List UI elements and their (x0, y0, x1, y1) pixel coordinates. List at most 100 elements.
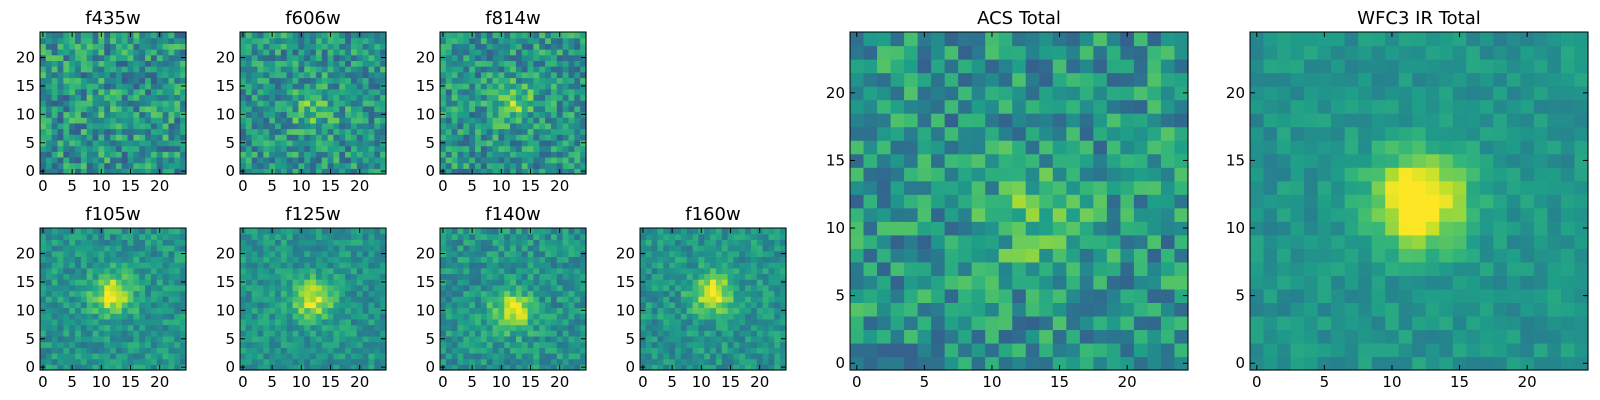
heatmap-cell (63, 307, 70, 314)
heatmap-cell (310, 60, 317, 67)
heatmap-cell (380, 318, 387, 326)
y-tick-label: 0 (425, 358, 435, 376)
heatmap-cell (657, 262, 664, 269)
heatmap-cell (550, 32, 558, 39)
heatmap-cell (333, 60, 340, 67)
heatmap-cell (57, 94, 64, 101)
heatmap-cell (298, 290, 305, 297)
heatmap-cell (57, 318, 64, 326)
heatmap-cell (162, 117, 170, 124)
heatmap-cell (457, 364, 464, 371)
heatmap-cell (286, 49, 294, 56)
heatmap-cell (475, 60, 482, 67)
heatmap-cell (498, 122, 505, 130)
heatmap-cell (877, 180, 892, 195)
heatmap-cell (133, 71, 140, 79)
heatmap-cell (504, 279, 511, 286)
heatmap-cell (327, 267, 335, 275)
heatmap-cell (451, 352, 459, 360)
heatmap-cell (368, 77, 375, 84)
heatmap-cell (121, 352, 129, 360)
heatmap-cell (150, 88, 158, 96)
heatmap-cell (286, 117, 294, 124)
heatmap-cell (156, 43, 164, 50)
heatmap-cell (533, 162, 540, 169)
heatmap-cell (362, 324, 370, 331)
heatmap-cell (998, 275, 1013, 290)
heatmap-cell (657, 239, 664, 246)
heatmap-cell (86, 117, 94, 124)
heatmap-cell (480, 358, 488, 365)
heatmap-cell (445, 273, 453, 280)
heatmap-cell (104, 358, 111, 365)
heatmap-cell (774, 313, 781, 320)
heatmap-cell (1052, 248, 1067, 263)
heatmap-cell (640, 296, 647, 303)
heatmap-cell (574, 335, 581, 343)
heatmap-cell (315, 66, 323, 73)
heatmap-cell (1133, 302, 1149, 317)
heatmap-cell (362, 301, 370, 309)
heatmap-cell (174, 94, 181, 101)
heatmap-cell (133, 151, 140, 158)
heatmap-cell (469, 301, 476, 309)
heatmap-cell (350, 307, 358, 314)
heatmap-cell (121, 330, 129, 337)
heatmap-cell (539, 168, 546, 175)
heatmap-cell (139, 239, 146, 246)
heatmap-cell (92, 279, 99, 286)
heatmap-cell (663, 284, 670, 292)
heatmap-cell (133, 94, 140, 101)
heatmap-cell (451, 364, 459, 371)
heatmap-cell (762, 239, 770, 246)
heatmap-cell (562, 83, 570, 90)
heatmap-cell (327, 100, 335, 107)
heatmap-cell (263, 122, 270, 130)
heatmap-cell (345, 273, 352, 280)
heatmap-cell (269, 324, 276, 331)
heatmap-cell (280, 139, 288, 147)
heatmap-cell (45, 134, 53, 141)
heatmap-cell (145, 290, 152, 297)
heatmap-cell (156, 83, 164, 90)
heatmap-cell (327, 301, 335, 309)
heatmap-cell (651, 335, 659, 343)
heatmap-cell (180, 313, 187, 320)
heatmap-cell (86, 233, 94, 240)
heatmap-cell (133, 279, 140, 286)
heatmap-cell (380, 134, 387, 141)
heatmap-cell (756, 290, 764, 297)
heatmap-cell (574, 273, 581, 280)
heatmap-cell (917, 194, 932, 209)
heatmap-cell (110, 145, 117, 152)
heatmap-cell (445, 139, 453, 147)
heatmap-cell (568, 352, 575, 360)
heatmap-cell (469, 324, 476, 331)
heatmap-cell (362, 145, 370, 152)
heatmap-cell (515, 49, 523, 56)
heatmap-cell (539, 324, 546, 331)
heatmap-cell (451, 335, 459, 343)
heatmap-cell (104, 134, 111, 141)
heatmap-cell (104, 117, 111, 124)
heatmap-cell (527, 352, 535, 360)
heatmap-cell (745, 279, 752, 286)
heatmap-cell (675, 239, 682, 246)
heatmap-cell (327, 290, 335, 297)
heatmap-cell (251, 352, 259, 360)
heatmap-cell (721, 284, 729, 292)
heatmap-cell (475, 128, 482, 135)
heatmap-cell (768, 290, 775, 297)
heatmap-cell (550, 324, 558, 331)
heatmap-cell (75, 335, 82, 343)
heatmap-cell (263, 60, 270, 67)
heatmap-cell (304, 37, 311, 44)
heatmap-cell (150, 54, 158, 61)
heatmap-cell (463, 301, 470, 309)
heatmap-cell (985, 221, 1000, 236)
heatmap-cell (574, 228, 581, 235)
heatmap-cell (121, 37, 129, 44)
heatmap-cell (1120, 248, 1135, 263)
heatmap-cell (374, 313, 381, 320)
heatmap-cell (504, 100, 511, 107)
